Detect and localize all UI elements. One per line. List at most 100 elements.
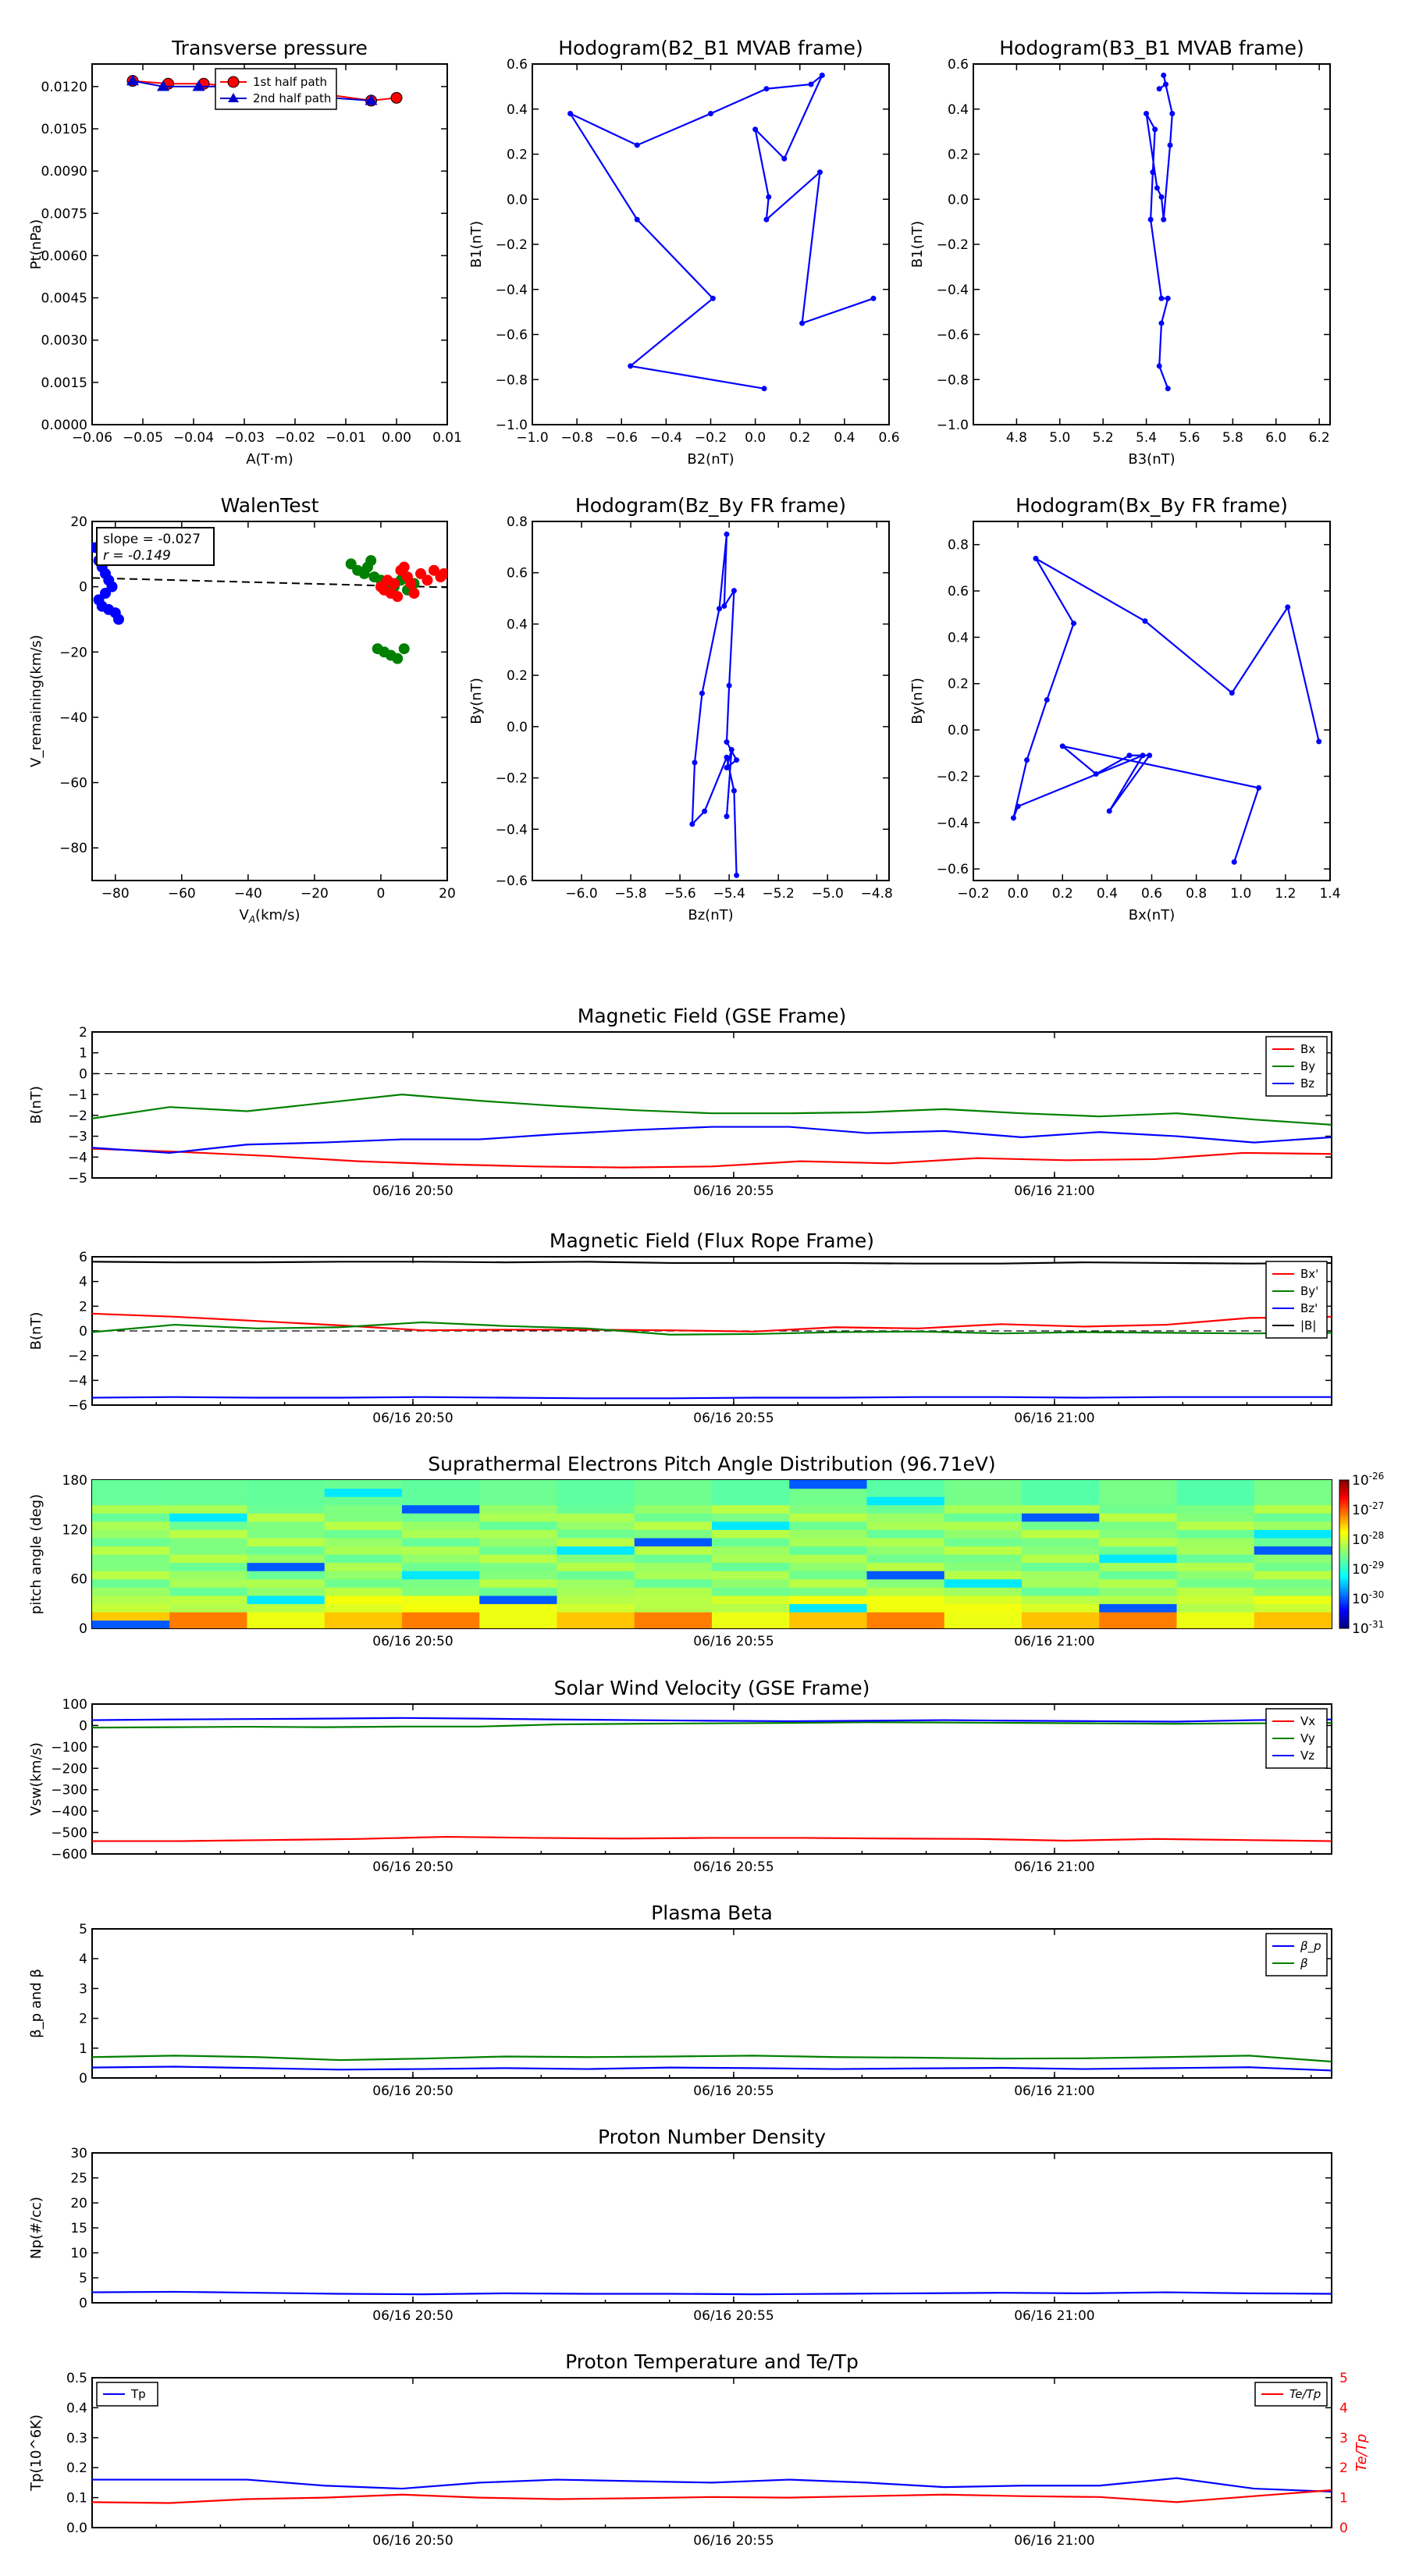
data-point	[752, 126, 759, 133]
heatmap-cell	[866, 1620, 945, 1628]
heatmap-cell	[92, 1488, 170, 1497]
heatmap-cell	[557, 1587, 635, 1596]
x-tick-label: 1.4	[1319, 886, 1340, 902]
data-point	[1167, 142, 1173, 148]
chart-title: Plasma Beta	[651, 1902, 773, 1924]
data-point	[816, 169, 823, 176]
heatmap-cell	[1176, 1504, 1255, 1514]
heatmap-cell	[479, 1587, 558, 1596]
heatmap-cell	[169, 1578, 248, 1588]
data-point	[1071, 621, 1077, 627]
y-tick-label: −0.8	[496, 372, 528, 388]
heatmap-cell	[479, 1529, 558, 1539]
heatmap-cell	[634, 1529, 713, 1539]
heatmap-cell	[789, 1554, 868, 1564]
y-tick-label: 0.0105	[41, 122, 87, 137]
plot-frame	[973, 521, 1331, 881]
chart-mag_fr: Magnetic Field (Flux Rope Frame) −6 −4 −2 0 2…	[28, 1229, 1332, 1426]
heatmap-cell	[1176, 1578, 1255, 1588]
legend-label: Tp	[130, 2387, 146, 2401]
y-axis-label: B1(nT)	[909, 221, 926, 268]
heatmap-cell	[169, 1537, 248, 1547]
colorbar-tick-exponent: -29	[1369, 1560, 1385, 1571]
heatmap-cell	[324, 1611, 403, 1621]
x-tick-label: 06/16 21:00	[1014, 1859, 1094, 1875]
y-tick-label: −0.6	[937, 862, 969, 877]
y-tick-label: 0	[79, 580, 87, 596]
heatmap-cell	[789, 1513, 868, 1522]
x-tick-label: 06/16 20:50	[372, 1411, 453, 1426]
y-tick-label: −1.0	[496, 418, 528, 433]
x-tick-label: 0.0	[1008, 886, 1029, 902]
x-tick-label: 0.6	[878, 430, 899, 446]
chart-title: Proton Number Density	[598, 2126, 826, 2148]
y-tick-label: −4	[68, 1150, 87, 1165]
colorbar-tick-label: 10-28	[1352, 1530, 1384, 1548]
y-tick-label: −0.2	[937, 769, 969, 785]
heatmap-cell	[169, 1562, 248, 1571]
heatmap-cell	[324, 1537, 403, 1547]
chart-title: Transverse pressure	[171, 37, 368, 59]
heatmap-cell	[1099, 1546, 1178, 1555]
heatmap-cell	[479, 1620, 558, 1628]
heatmap-cell	[557, 1513, 635, 1522]
heatmap-cell	[634, 1587, 713, 1596]
data-point	[731, 788, 737, 794]
heatmap-cell	[1176, 1571, 1255, 1580]
colorbar-tick-label: 10-31	[1352, 1619, 1384, 1637]
x-tick-label: 6.2	[1309, 430, 1330, 446]
x-tick-label: 1.0	[1230, 886, 1251, 902]
data-point	[724, 531, 730, 537]
x-tick-label: −0.8	[560, 430, 592, 446]
heatmap-cell	[866, 1537, 945, 1547]
heatmap-cell	[324, 1571, 403, 1580]
annotation-r: r = -0.149	[103, 548, 171, 564]
heatmap-cell	[712, 1603, 790, 1613]
y-tick-label: 25	[70, 2171, 87, 2186]
heatmap-cell	[634, 1496, 713, 1506]
x-tick-label: −0.04	[173, 430, 214, 446]
plot-frame	[91, 1031, 1332, 1179]
y-tick-label: 0.1	[66, 2491, 87, 2507]
data-point	[763, 216, 770, 222]
plot-frame	[532, 521, 890, 881]
x-tick-label: −5.4	[713, 886, 745, 902]
colorbar	[1339, 1479, 1350, 1629]
heatmap-cell	[1099, 1611, 1178, 1621]
heatmap-cell	[1099, 1513, 1178, 1522]
y-axis-label: V_remaining(km/s)	[28, 635, 44, 767]
series-Np	[92, 2290, 1332, 2296]
heatmap-cell	[944, 1554, 1023, 1564]
data-point	[724, 813, 730, 820]
x-axis-label: VA(km/s)	[240, 907, 301, 925]
heatmap-cell	[479, 1496, 558, 1506]
heatmap-cell	[1176, 1488, 1255, 1497]
data-point-red	[408, 588, 420, 599]
data-point	[1010, 815, 1016, 821]
heatmap-cell	[1254, 1513, 1332, 1522]
x-tick-label: 0.4	[1097, 886, 1118, 902]
heatmap-cell	[944, 1611, 1023, 1621]
data-point-red	[398, 561, 410, 573]
heatmap-cell	[866, 1504, 945, 1514]
heatmap-cell	[712, 1620, 790, 1628]
y-tick-label: −0.4	[937, 816, 969, 831]
colorbar-tick-label: 10-29	[1352, 1560, 1384, 1578]
chart-title: Hodogram(Bx_By FR frame)	[1016, 494, 1288, 517]
data-point	[1156, 363, 1162, 369]
heatmap-cell	[634, 1513, 713, 1522]
annotation-box	[96, 527, 215, 566]
heatmap-cell	[169, 1529, 248, 1539]
series-line	[1145, 75, 1173, 390]
chart-pad: Suprathermal Electrons Pitch Angle Distr…	[28, 1453, 1384, 1649]
x-tick-label: 06/16 21:00	[1014, 1411, 1094, 1426]
chart-h3: Hodogram(Bz_By FR frame) −0.6 −0.4 −0.2 0.0 0…	[468, 494, 893, 923]
heatmap-cell	[789, 1595, 868, 1604]
y-tick-label: 0	[79, 1324, 87, 1340]
series-line	[567, 74, 874, 390]
heatmap-cell	[944, 1620, 1023, 1628]
heatmap-cell	[479, 1578, 558, 1588]
data-point-red	[422, 575, 433, 586]
heatmap-cell	[1176, 1611, 1255, 1621]
heatmap-cell	[712, 1513, 790, 1522]
